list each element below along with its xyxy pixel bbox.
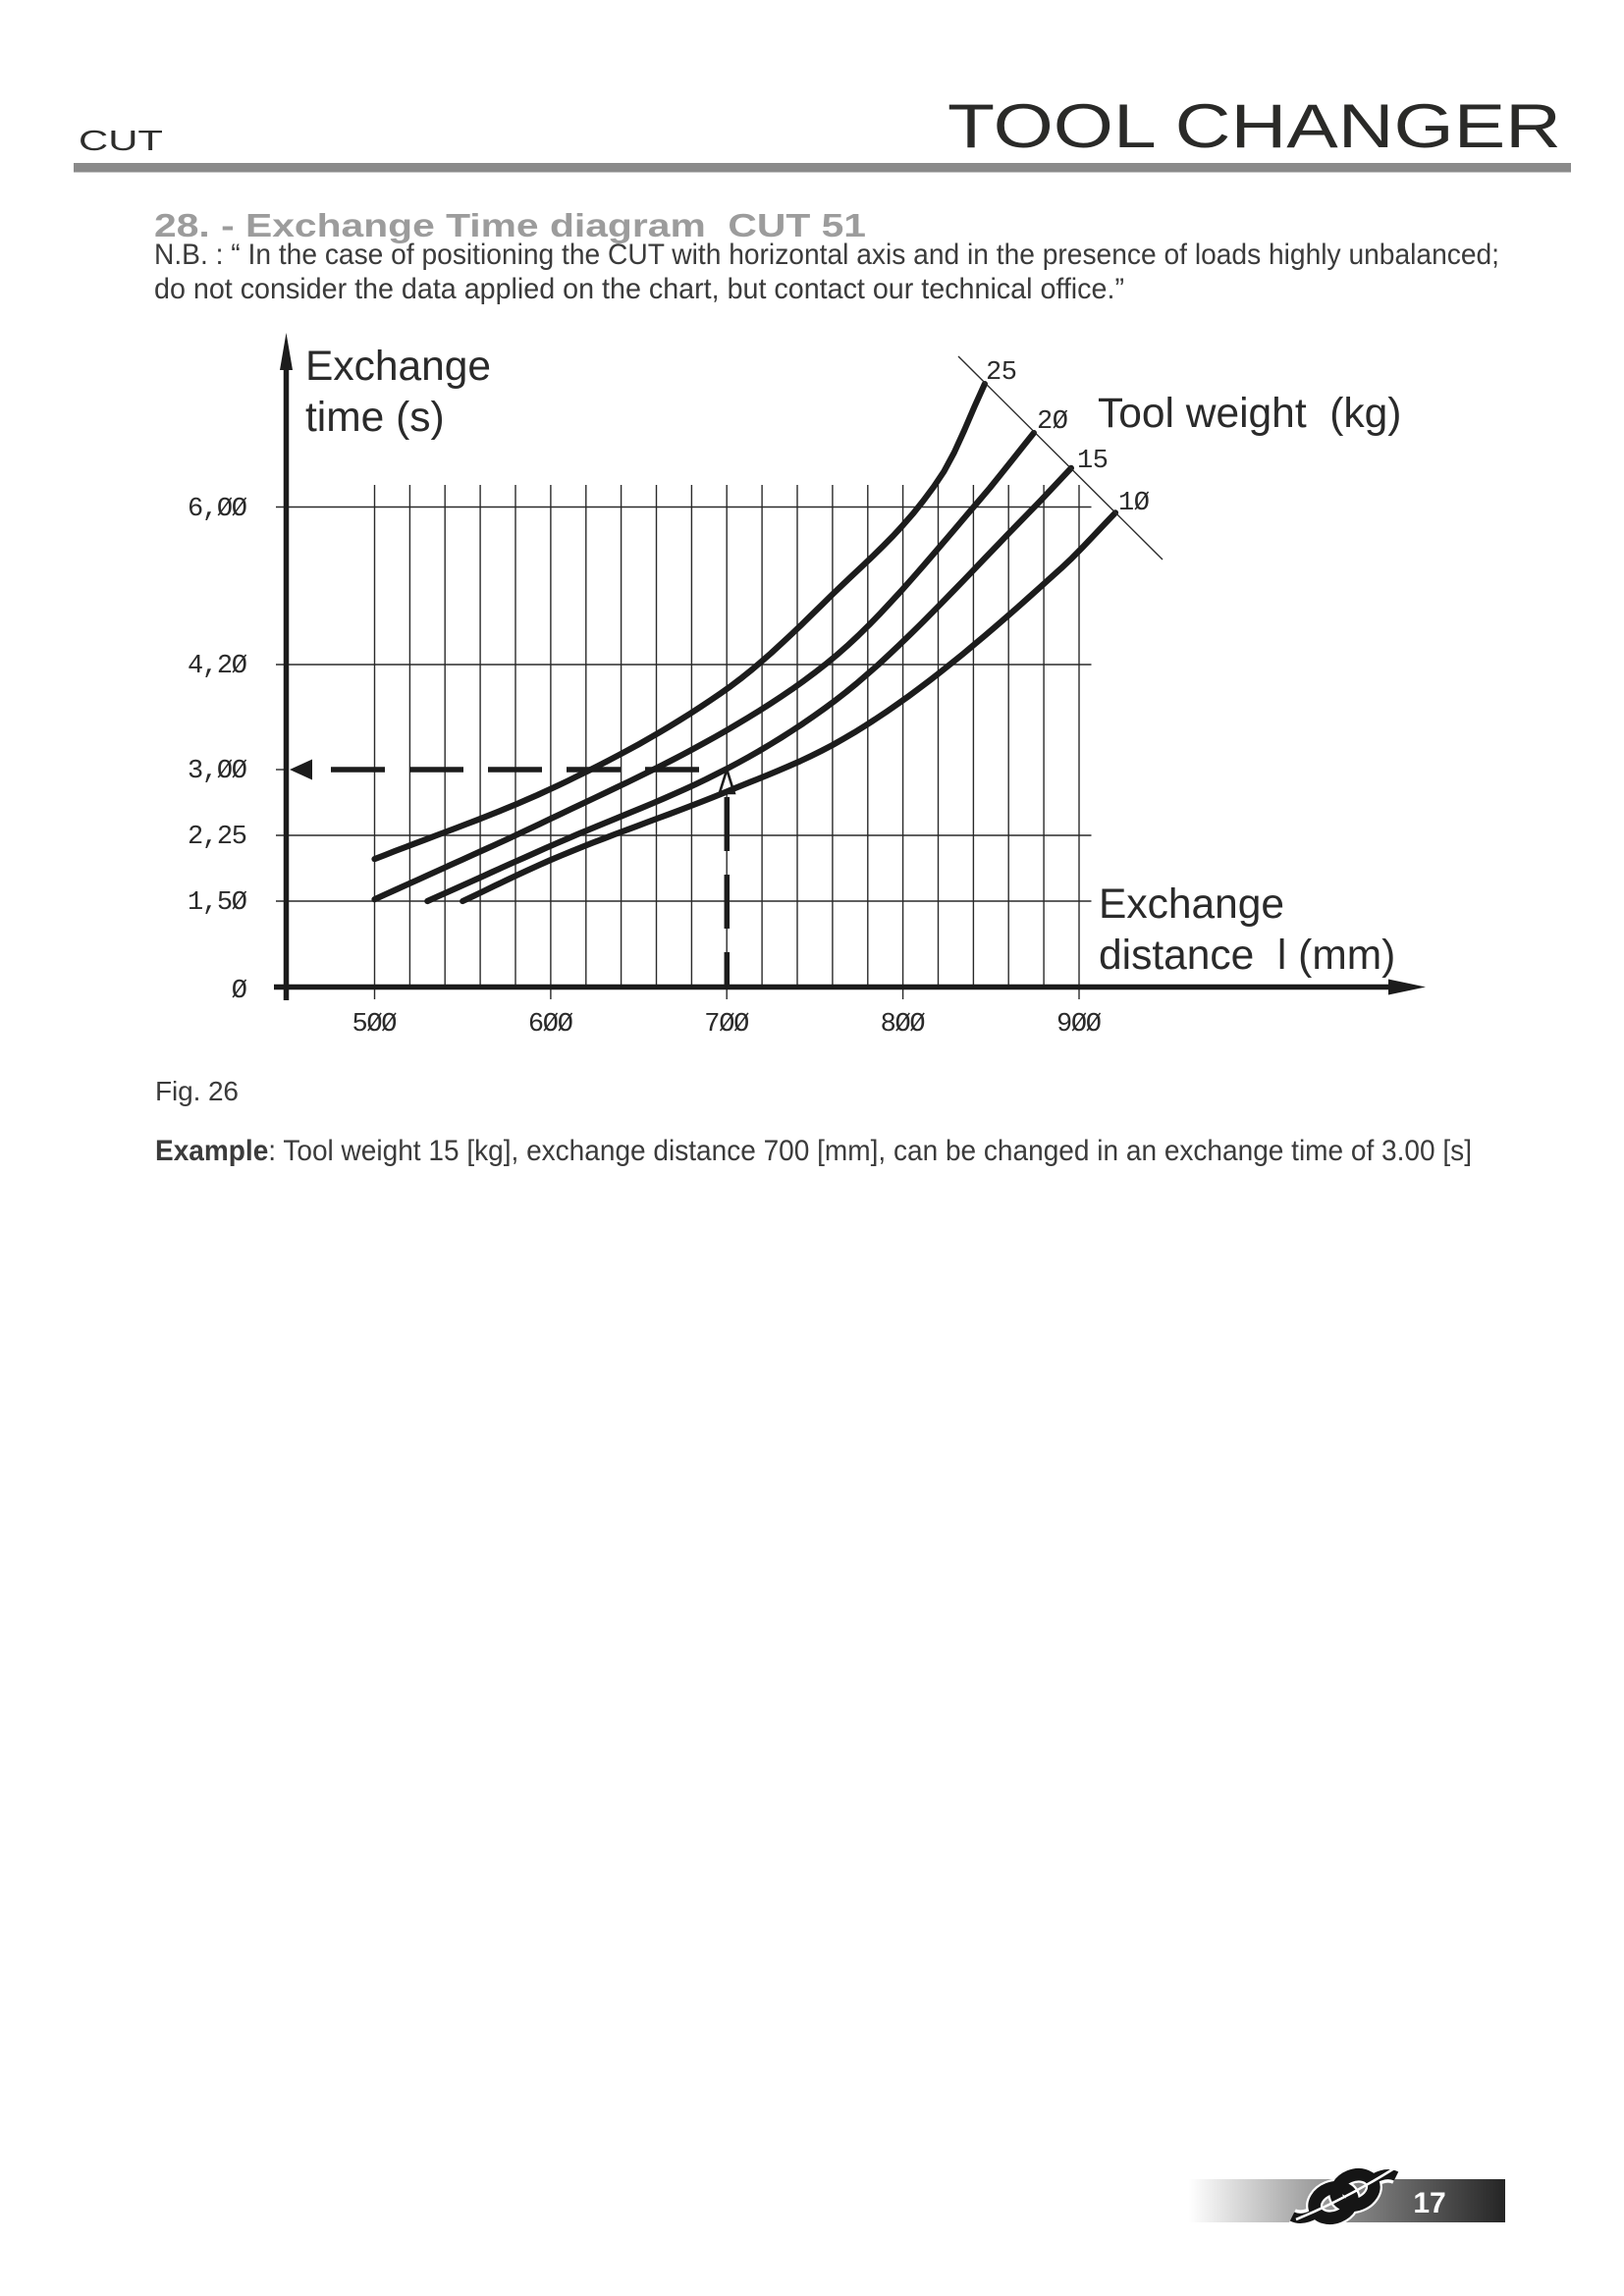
svg-text:17: 17 [1413,2187,1445,2219]
svg-text:5ØØ: 5ØØ [352,1010,398,1040]
svg-text:6,ØØ: 6,ØØ [188,495,247,524]
svg-text:4,2Ø: 4,2Ø [188,652,247,681]
svg-text:3,ØØ: 3,ØØ [188,757,247,786]
svg-text:N.B. : “ In the case of positi: N.B. : “ In the case of positioning the … [154,239,1499,271]
svg-text:7ØØ: 7ØØ [704,1010,749,1040]
svg-text:15: 15 [1077,447,1109,476]
svg-text:6ØØ: 6ØØ [528,1010,573,1040]
svg-text:2Ø: 2Ø [1037,407,1068,437]
svg-text:TOOL CHANGER: TOOL CHANGER [947,92,1561,161]
svg-text:28. - Exchange Time diagram C: 28. - Exchange Time diagram CUT 51 [154,207,866,243]
svg-text:Example: Tool weight 15 [kg],: Example: Tool weight 15 [kg], exchange d… [155,1135,1472,1167]
svg-text:time (s): time (s) [305,395,445,441]
svg-text:8ØØ: 8ØØ [881,1010,926,1040]
svg-text:Ø: Ø [232,977,247,1006]
svg-text:Exchange: Exchange [1099,881,1284,928]
svg-text:distance l (mm): distance l (mm) [1099,933,1395,979]
svg-text:9ØØ: 9ØØ [1056,1010,1102,1040]
svg-text:CUT: CUT [79,126,163,157]
svg-text:Tool weight (kg): Tool weight (kg) [1098,391,1401,437]
svg-text:25: 25 [986,358,1017,388]
svg-text:2,25: 2,25 [188,823,247,852]
svg-text:do not consider the data appli: do not consider the data applied on the … [154,273,1124,305]
svg-text:Fig. 26: Fig. 26 [155,1076,239,1106]
svg-text:1Ø: 1Ø [1118,489,1150,518]
svg-text:Exchange: Exchange [305,344,491,390]
svg-text:1,5Ø: 1,5Ø [188,888,247,918]
